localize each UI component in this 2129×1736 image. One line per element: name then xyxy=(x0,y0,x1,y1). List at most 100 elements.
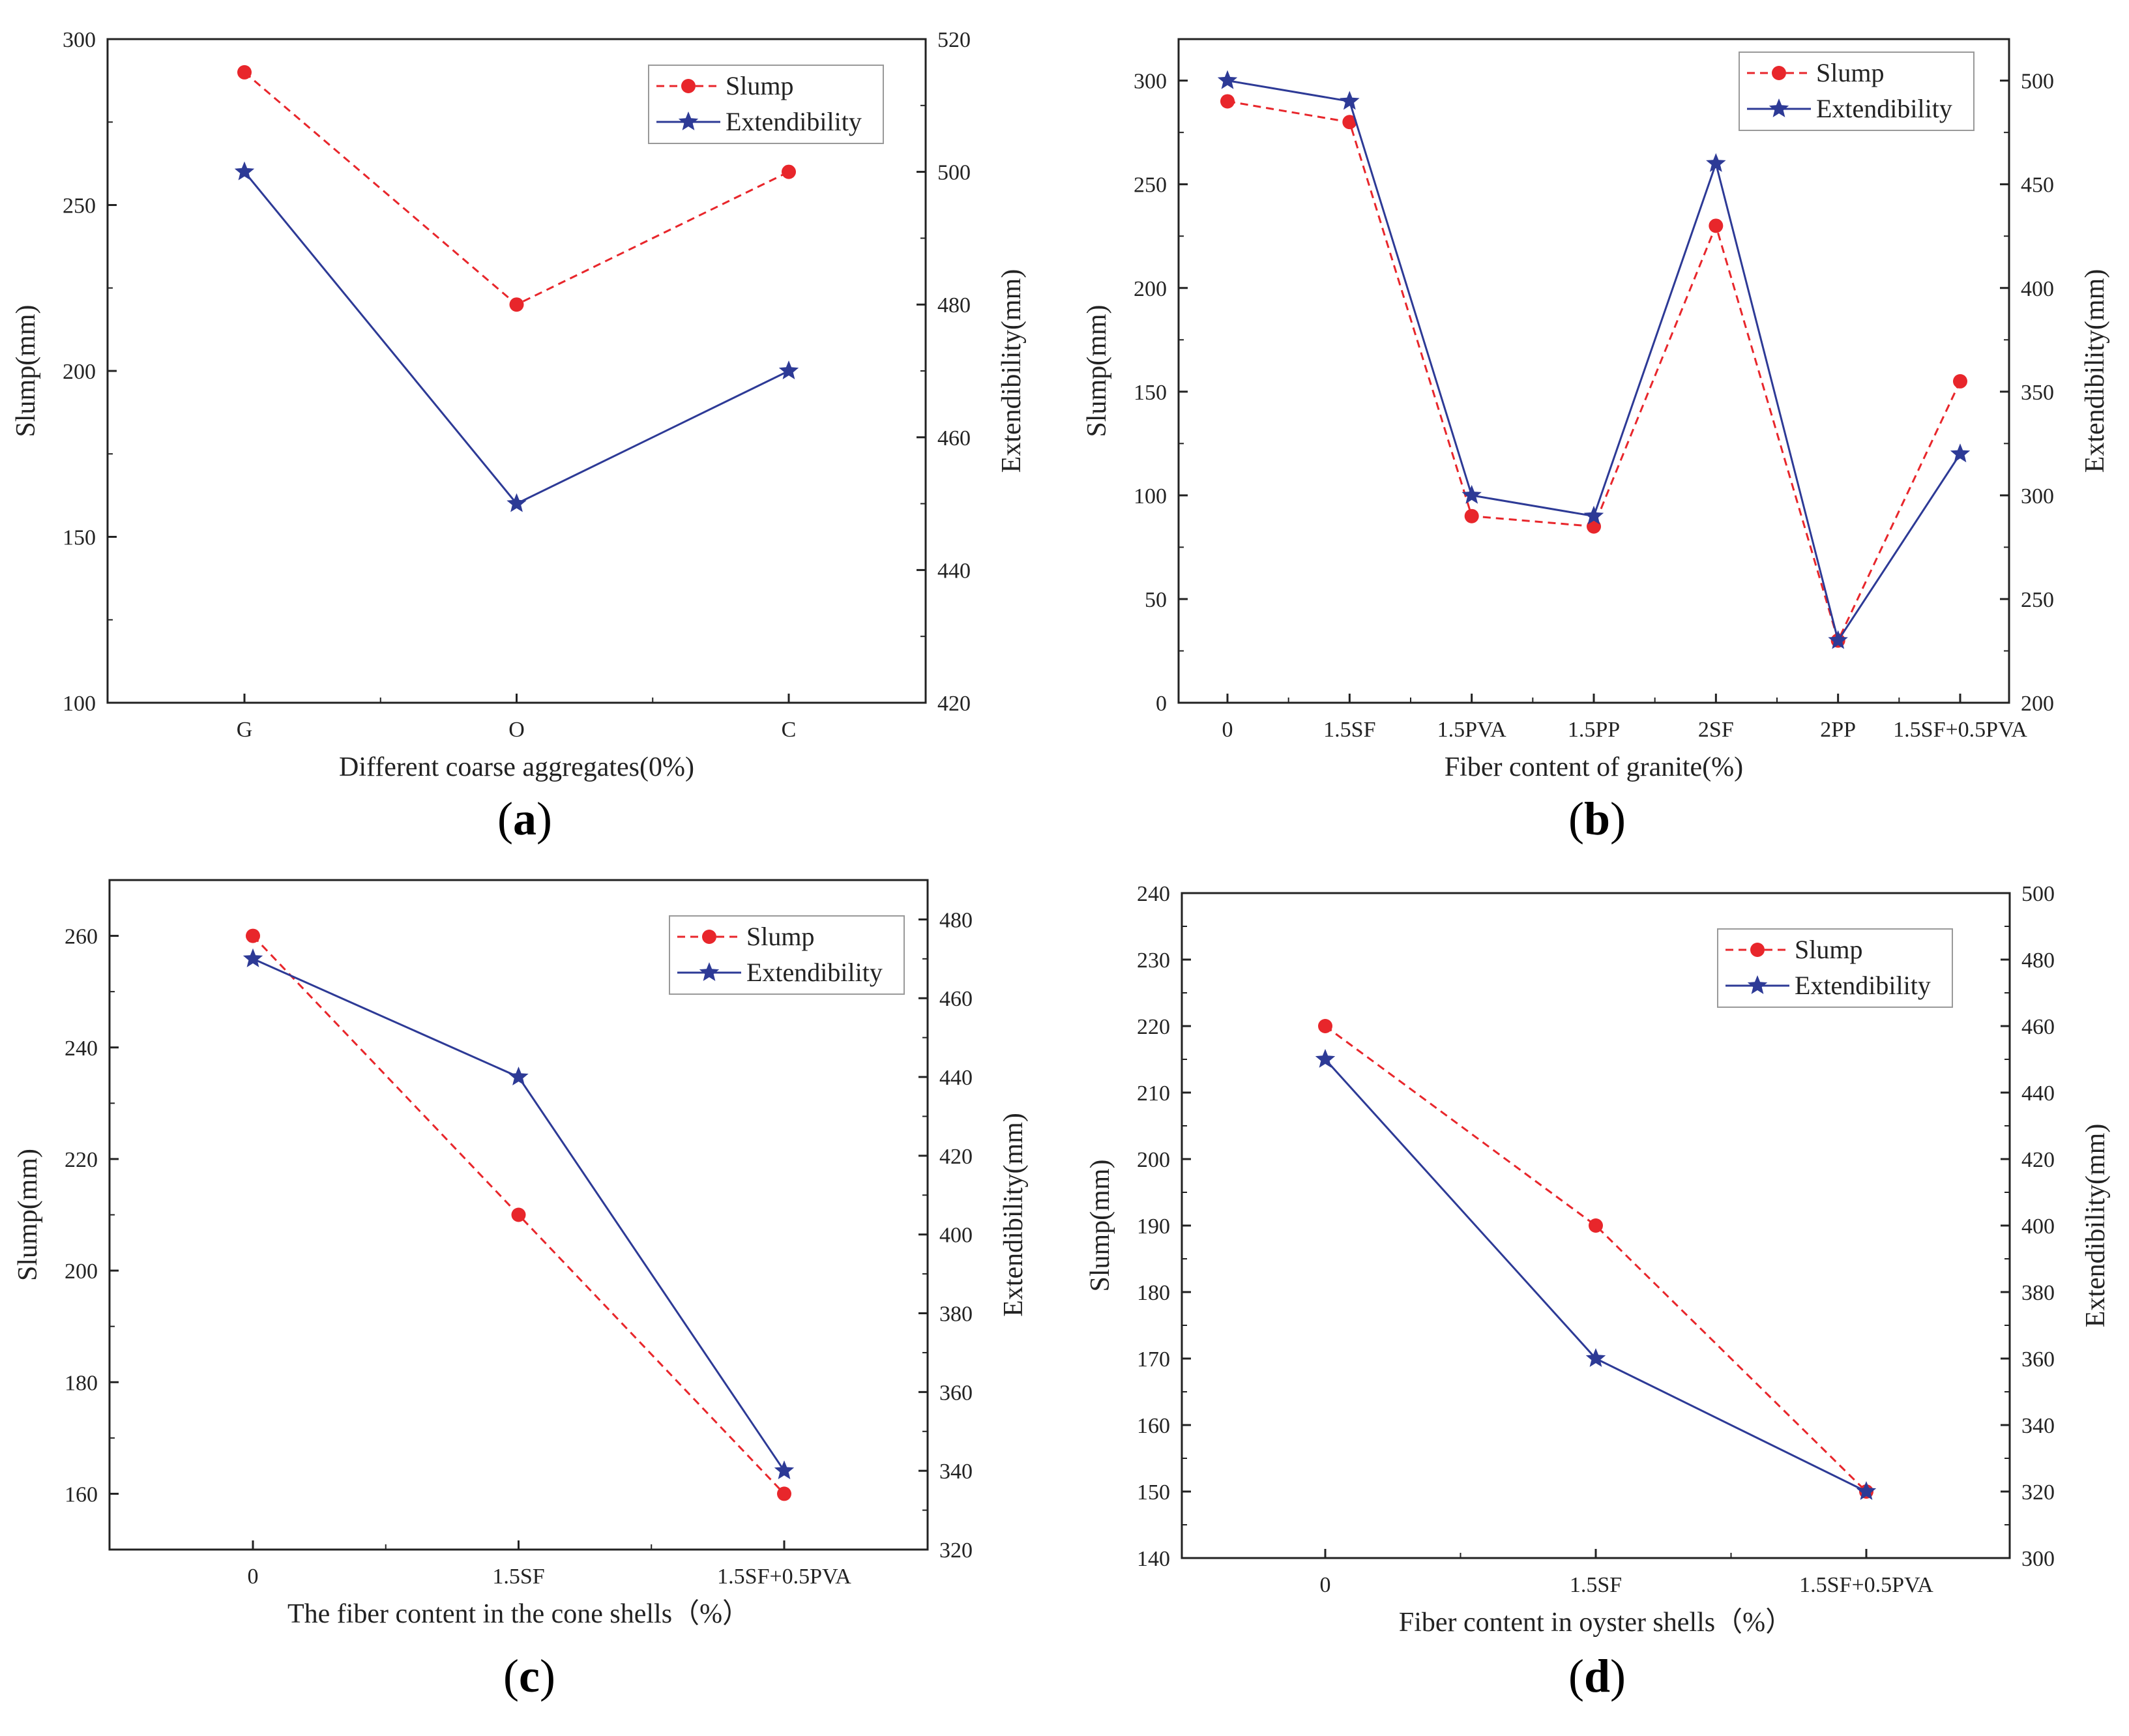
right-tick-label: 320 xyxy=(939,1538,973,1563)
x-tick-label: 0 xyxy=(1320,1573,1331,1597)
series-line xyxy=(243,171,789,505)
right-tick-label: 480 xyxy=(2021,949,2055,973)
series-slump xyxy=(1318,1019,1873,1499)
left-tick-label: 160 xyxy=(1137,1414,1170,1438)
series-slump xyxy=(246,928,791,1501)
left-tick-label: 180 xyxy=(1137,1281,1170,1305)
right-tick-label: 400 xyxy=(2021,1214,2055,1239)
right-tick-label: 450 xyxy=(2021,173,2054,198)
left-tick-label: 220 xyxy=(1137,1015,1170,1039)
series-extendibility xyxy=(234,161,799,512)
right-tick-label: 460 xyxy=(2021,1015,2055,1039)
data-point xyxy=(246,928,260,943)
left-tick-label: 240 xyxy=(1137,882,1170,906)
legend-marker xyxy=(1750,943,1765,957)
right-tick-label: 500 xyxy=(937,161,971,185)
left-tick-label: 100 xyxy=(1134,484,1167,508)
legend-label: Extendibility xyxy=(726,107,862,136)
right-tick-label: 420 xyxy=(939,1145,973,1169)
data-point xyxy=(1583,505,1604,525)
data-point xyxy=(507,493,527,512)
left-tick-label: 150 xyxy=(1137,1480,1170,1505)
panel-label: (c) xyxy=(503,1650,555,1702)
right-tick-label: 340 xyxy=(939,1460,973,1484)
x-axis-title: The fiber content in the cone shells（%） xyxy=(287,1599,750,1629)
plot-frame xyxy=(1177,38,2010,704)
panel-label-close: ) xyxy=(536,793,552,845)
panel-label-open: ( xyxy=(1568,793,1584,845)
data-point xyxy=(774,1460,795,1480)
data-point xyxy=(234,161,255,181)
data-point xyxy=(1461,484,1482,504)
data-point xyxy=(1953,374,1967,389)
x-tick-label: C xyxy=(782,718,797,742)
left-tick-label: 50 xyxy=(1145,588,1167,612)
x-axis-title: Fiber content of granite(%) xyxy=(1445,752,1743,782)
legend-box xyxy=(1739,51,1975,131)
x-tick-label: 2PP xyxy=(1820,718,1856,742)
data-point xyxy=(1828,630,1848,649)
legend-marker xyxy=(699,962,720,981)
panel-label-open: ( xyxy=(1568,1650,1584,1702)
right-tick-label: 480 xyxy=(939,908,973,932)
x-axis-title: Different coarse aggregates(0%) xyxy=(339,752,694,782)
right-tick-label: 520 xyxy=(937,28,971,52)
left-tick-label: 300 xyxy=(1134,70,1167,94)
legend-marker xyxy=(1772,66,1786,80)
data-point xyxy=(777,1486,791,1501)
data-point xyxy=(782,164,796,179)
legend-marker xyxy=(681,79,696,93)
data-point xyxy=(1950,443,1971,463)
legend-box xyxy=(669,915,905,995)
series-line xyxy=(1227,80,1961,643)
chart-panel-b: 0 50 100 150 200 250 300 200 250 300 350 400 450 500 0… xyxy=(1082,38,2110,845)
right-tick-label: 200 xyxy=(2021,692,2054,716)
legend: Slump Extendibility xyxy=(1717,928,1953,1008)
x-tick-label: O xyxy=(508,718,525,742)
data-point xyxy=(1706,153,1726,172)
panel-label: (d) xyxy=(1568,1650,1626,1702)
left-tick-label: 300 xyxy=(63,28,96,52)
right-tick-label: 300 xyxy=(2021,484,2054,508)
data-point xyxy=(1856,1481,1877,1500)
y2-axis-title: Extendibility(mm) xyxy=(999,1113,1029,1317)
right-tick-label: 320 xyxy=(2021,1480,2055,1505)
left-tick-label: 150 xyxy=(63,526,96,550)
y-axis-title: Slump(mm) xyxy=(1085,1159,1115,1291)
right-tick-label: 500 xyxy=(2021,882,2055,906)
x-tick-label: 1.5SF xyxy=(492,1565,544,1589)
panel-label-letter: d xyxy=(1584,1650,1610,1702)
legend-label: Slump xyxy=(1816,58,1884,87)
right-tick-label: 420 xyxy=(937,692,971,716)
series-extendibility xyxy=(1217,70,1971,649)
right-tick-label: 380 xyxy=(939,1302,973,1327)
right-tick-label: 250 xyxy=(2021,588,2054,612)
left-tick-label: 250 xyxy=(63,194,96,218)
right-tick-label: 460 xyxy=(937,426,971,450)
series-line xyxy=(1324,1058,1867,1493)
left-tick-label: 200 xyxy=(63,360,96,384)
x-tick-label: 1.5PVA xyxy=(1437,718,1507,742)
left-tick-label: 100 xyxy=(63,692,96,716)
left-tick-label: 150 xyxy=(1134,381,1167,405)
series-slump xyxy=(237,65,796,312)
y-axis-title: Slump(mm) xyxy=(13,1149,43,1281)
x-tick-label: 1.5SF+0.5PVA xyxy=(717,1565,851,1589)
left-tick-label: 200 xyxy=(65,1259,98,1284)
data-point xyxy=(1589,1218,1603,1233)
y-axis-title: Slump(mm) xyxy=(1082,304,1112,437)
legend-marker xyxy=(1747,975,1768,994)
data-point xyxy=(509,297,524,312)
series-line xyxy=(1227,100,1961,643)
left-tick-label: 170 xyxy=(1137,1347,1170,1372)
legend-label: Slump xyxy=(726,71,793,100)
legend-box xyxy=(648,65,884,144)
y-axis-title: Slump(mm) xyxy=(11,304,41,437)
right-tick-label: 340 xyxy=(2021,1414,2055,1438)
legend-marker xyxy=(702,930,716,944)
x-tick-label: 1.5SF xyxy=(1323,718,1375,742)
legend-box xyxy=(1717,928,1953,1008)
right-tick-label: 440 xyxy=(939,1066,973,1090)
chart-panel-a: 100 150 200 250 300 420 440 460 480 500 520 G O C Diff… xyxy=(11,28,1027,845)
